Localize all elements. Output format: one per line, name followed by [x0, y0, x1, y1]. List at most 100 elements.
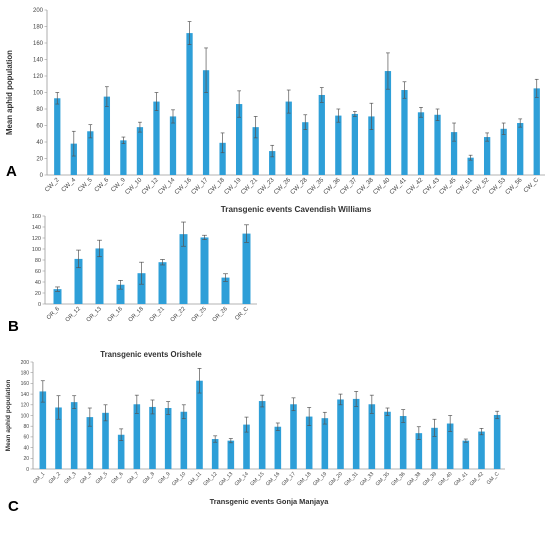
bar — [103, 96, 111, 175]
x-category-label: CW_42 — [405, 176, 425, 196]
x-category-label: CW_26 — [273, 176, 293, 196]
bar — [54, 98, 61, 175]
x-category-label: OR_C — [234, 306, 250, 322]
bar — [180, 411, 188, 469]
bar — [219, 142, 226, 175]
x-category-label: OR_12 — [65, 306, 82, 323]
bar — [242, 233, 251, 304]
x-category-label: GM_3 — [63, 471, 77, 485]
x-category-label: CW_40 — [372, 176, 392, 196]
x-category-label: GM_38 — [406, 471, 422, 487]
x-category-label: CW_18 — [206, 176, 226, 196]
x-category-label: CW_53 — [488, 176, 508, 196]
bar — [196, 380, 203, 469]
x-category-label: OR_25 — [191, 306, 208, 323]
y-tick-label: 80 — [35, 258, 41, 264]
bar — [136, 127, 144, 175]
y-tick-label: 60 — [35, 269, 41, 275]
bar — [399, 416, 407, 469]
x-category-label: GM_4 — [79, 471, 93, 485]
x-category-label: CW_45 — [438, 176, 458, 196]
bar — [211, 439, 219, 469]
x-category-label: GM_8 — [142, 471, 156, 485]
bar — [351, 113, 359, 175]
x-category-label: OR_6 — [46, 306, 61, 321]
bar — [243, 424, 250, 469]
x-category-label: CW_37 — [339, 176, 359, 196]
bar — [169, 116, 177, 175]
y-tick-label: 0 — [26, 467, 29, 473]
bar — [483, 137, 491, 175]
bar — [200, 237, 209, 304]
bar — [202, 70, 210, 175]
bar — [116, 284, 125, 304]
x-category-label: CW_5 — [77, 176, 95, 194]
y-tick-label: 40 — [36, 140, 43, 146]
y-tick-label: 80 — [36, 107, 43, 113]
x-category-label: CW_2 — [44, 176, 62, 194]
x-category-label: CW_38 — [355, 176, 375, 196]
bar — [462, 440, 470, 469]
bar — [533, 88, 540, 175]
x-category-label: OR_26 — [212, 306, 229, 323]
bar — [450, 132, 458, 175]
x-category-label: GM_14 — [234, 471, 250, 487]
y-tick-label: 100 — [21, 413, 30, 419]
x-category-label: GM_16 — [265, 471, 281, 487]
x-category-label: OR_22 — [170, 306, 187, 323]
bar — [221, 277, 230, 304]
y-tick-label: 60 — [36, 124, 43, 130]
x-category-label: GM_42 — [469, 471, 485, 487]
x-category-label: CW_16 — [173, 176, 193, 196]
x-category-label: CW_19 — [223, 176, 243, 196]
x-category-label: CW_35 — [306, 176, 326, 196]
x-category-label: GM_13 — [218, 471, 234, 487]
bar — [517, 123, 524, 175]
x-category-label: GM_10 — [171, 471, 187, 487]
bar — [302, 122, 309, 175]
bar — [133, 404, 141, 469]
bar — [86, 417, 94, 469]
panel-letter: B — [8, 318, 19, 335]
y-tick-label: 80 — [23, 424, 29, 430]
x-category-label: CW_41 — [388, 176, 408, 196]
x-category-label: GM_39 — [422, 471, 438, 487]
x-category-label: CW_4 — [60, 176, 78, 194]
x-category-label: GM_33 — [359, 471, 375, 487]
y-tick-label: 40 — [23, 445, 29, 451]
x-category-label: OR_13 — [86, 306, 103, 323]
bar — [179, 234, 188, 304]
y-tick-label: 60 — [23, 435, 29, 441]
bar — [70, 402, 78, 469]
x-category-label: OR_21 — [149, 306, 166, 323]
y-tick-label: 120 — [33, 74, 44, 80]
x-axis-title: Transgenic events Orishele — [100, 350, 202, 359]
y-tick-label: 140 — [32, 225, 41, 231]
x-category-label: CW_28 — [289, 176, 309, 196]
x-category-label: GM_31 — [343, 471, 359, 487]
x-category-label: GM_40 — [437, 471, 453, 487]
y-tick-label: 100 — [33, 91, 44, 97]
bar — [102, 412, 109, 469]
bar — [285, 101, 292, 175]
bar — [478, 431, 485, 469]
panel-letter: C — [8, 498, 19, 515]
bar — [368, 116, 375, 175]
x-category-label: GM_41 — [453, 471, 469, 487]
x-category-label: GM_20 — [328, 471, 344, 487]
x-category-label: GM_35 — [375, 471, 391, 487]
bar — [335, 115, 342, 175]
bar — [500, 128, 507, 175]
x-category-label: GM_5 — [95, 471, 109, 485]
bar — [164, 408, 172, 469]
bar — [415, 433, 423, 469]
bar — [120, 140, 127, 175]
x-category-label: CW_C — [522, 176, 540, 194]
bar — [290, 404, 297, 469]
x-category-label: CW_10 — [124, 176, 144, 196]
bar — [158, 262, 167, 304]
bar — [305, 416, 313, 469]
x-category-label: CW_21 — [240, 176, 260, 196]
x-axis-title: Transgenic events Gonja Manjaya — [210, 497, 330, 506]
bar — [431, 427, 438, 469]
